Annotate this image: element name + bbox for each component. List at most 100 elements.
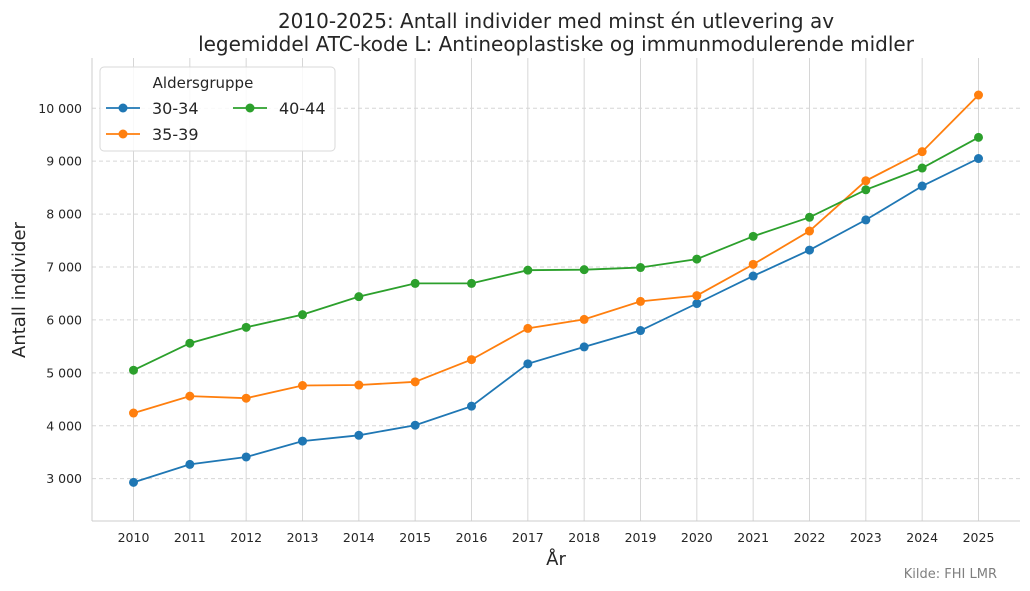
data-point: [298, 381, 307, 391]
data-point: [974, 154, 983, 164]
data-point: [129, 365, 138, 375]
y-tick-label: 5 000: [46, 365, 82, 380]
data-point: [410, 377, 420, 387]
data-point: [298, 436, 307, 446]
data-point: [748, 259, 758, 269]
data-point: [410, 420, 420, 430]
legend-marker: [118, 129, 128, 139]
x-tick-label: 2020: [681, 530, 713, 545]
legend-item-30-34: 30-34: [106, 99, 199, 118]
data-point: [579, 342, 589, 352]
data-point: [692, 299, 702, 309]
series-layer: [129, 90, 983, 487]
x-tick-label: 2025: [963, 530, 995, 545]
x-tick-label: 2017: [512, 530, 544, 545]
data-point: [748, 271, 758, 281]
data-point: [241, 452, 251, 462]
data-point: [861, 176, 871, 186]
y-tick-label: 7 000: [46, 260, 82, 275]
data-point: [636, 326, 645, 336]
legend-item-35-39: 35-39: [106, 125, 199, 144]
data-point: [917, 181, 927, 191]
series-line: [133, 157, 979, 484]
y-tick-label: 10 000: [38, 101, 82, 116]
data-point: [579, 314, 589, 324]
series-40-44: [129, 132, 983, 375]
x-tick-label: 2016: [456, 530, 488, 545]
data-point: [805, 226, 814, 236]
data-point: [467, 401, 476, 411]
y-axis-label: Antall individer: [9, 221, 30, 358]
legend-title: Aldersgruppe: [153, 74, 254, 92]
series-35-39: [129, 90, 983, 418]
data-point: [185, 338, 195, 348]
x-tick-label: 2018: [568, 530, 600, 545]
chart-title: 2010-2025: Antall individer med minst én…: [198, 9, 915, 56]
data-point: [636, 296, 645, 306]
chart-title-line-2: legemiddel ATC-kode L: Antineoplastiske …: [198, 32, 915, 56]
data-point: [298, 310, 307, 320]
x-tick-label: 2015: [399, 530, 431, 545]
axes: 2010 2011 2012 2013 2014 2015 2016 2017 2018 2019…: [38, 58, 1020, 545]
y-tick-label: 6 000: [46, 312, 82, 327]
x-tick-label: 2014: [343, 530, 375, 545]
data-point: [523, 265, 533, 275]
legend-marker: [118, 103, 128, 113]
series-line: [133, 94, 980, 414]
data-point: [805, 212, 814, 222]
data-point: [129, 408, 138, 418]
data-point: [805, 245, 814, 255]
data-point: [861, 185, 871, 195]
data-point: [185, 459, 195, 469]
data-point: [974, 90, 983, 100]
data-point: [917, 147, 927, 157]
data-point: [467, 278, 476, 288]
legend-label: 30-34: [152, 99, 199, 118]
data-point: [129, 477, 138, 487]
data-point: [467, 355, 476, 365]
data-point: [636, 263, 645, 273]
data-point: [579, 265, 589, 275]
x-tick-label: 2022: [794, 530, 826, 545]
data-point: [354, 292, 364, 302]
data-point: [692, 254, 702, 264]
y-tick-label: 4 000: [46, 418, 82, 433]
legend-item-40-44: 40-44: [233, 99, 326, 118]
series-30-34: [129, 154, 983, 487]
x-tick-label: 2011: [174, 530, 206, 545]
x-tick-label: 2012: [230, 530, 262, 545]
y-tick-label: 3 000: [46, 471, 82, 486]
data-point: [861, 215, 871, 225]
data-point: [974, 132, 983, 142]
chart-title-line-1: 2010-2025: Antall individer med minst én…: [278, 9, 834, 33]
data-point: [354, 380, 364, 390]
data-point: [523, 323, 533, 333]
x-axis-label: År: [546, 548, 566, 570]
data-point: [410, 278, 420, 288]
legend-label: 40-44: [279, 99, 326, 118]
x-tick-label: 2013: [287, 530, 319, 545]
legend-marker: [245, 103, 255, 113]
legend-frame: [99, 66, 336, 152]
legend-label: 35-39: [152, 125, 199, 144]
data-point: [241, 322, 251, 332]
x-tick-label: 2024: [906, 530, 938, 545]
data-point: [692, 291, 702, 301]
data-point: [523, 359, 533, 369]
data-point: [917, 163, 927, 173]
data-point: [241, 393, 251, 403]
data-point: [185, 391, 195, 401]
x-tick-label: 2023: [850, 530, 882, 545]
legend: Aldersgruppe 30-34 35-39 40-44: [99, 66, 336, 152]
y-tick-label: 9 000: [46, 154, 82, 169]
x-tick-label: 2021: [737, 530, 769, 545]
x-tick-label: 2019: [625, 530, 657, 545]
source-note: Kilde: FHI LMR: [904, 567, 997, 582]
y-tick-label: 8 000: [46, 207, 82, 222]
data-point: [748, 231, 758, 241]
x-tick-label: 2010: [118, 530, 150, 545]
data-point: [354, 430, 364, 440]
series-line: [133, 136, 979, 372]
grid: [92, 58, 1020, 521]
